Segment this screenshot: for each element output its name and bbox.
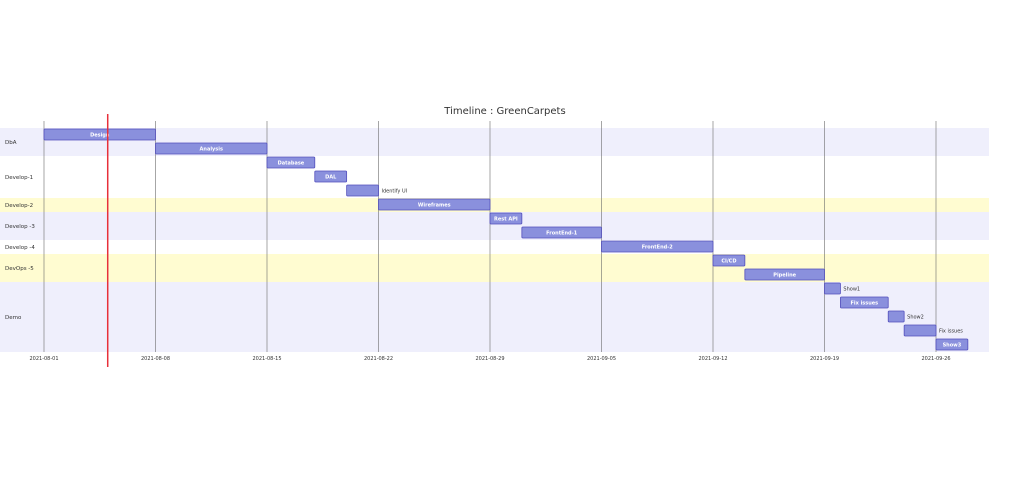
section-label: DbA — [5, 140, 17, 146]
task-label: Identify UI — [382, 189, 408, 195]
section-label: Develop-1 — [5, 175, 33, 181]
task-label: Analysis — [200, 147, 223, 153]
task-label: Design — [90, 133, 110, 139]
section-label: Develop -4 — [5, 245, 35, 251]
tick-label: 2021-08-08 — [141, 356, 170, 362]
task-bar — [521, 226, 602, 239]
section-band — [0, 156, 989, 198]
x-axis-ticks: 2021-08-01 2021-08-08 2021-08-15 2021-08-22… — [29, 356, 950, 362]
tick-label: 2021-09-19 — [810, 356, 839, 362]
tick-label: 2021-08-29 — [475, 356, 504, 362]
task-label: CI/CD — [721, 259, 736, 265]
task-bar — [824, 282, 841, 295]
task-bar — [43, 128, 156, 141]
task-bar — [266, 156, 316, 169]
section-label: Develop-2 — [5, 203, 33, 209]
tick-label: 2021-08-22 — [364, 356, 393, 362]
task-label: Wireframes — [418, 203, 451, 209]
task-label: Database — [278, 161, 305, 167]
task-bar — [712, 254, 746, 267]
tick-label: 2021-09-05 — [587, 356, 616, 362]
tick-label: 2021-08-15 — [252, 356, 281, 362]
task-label: Show3 — [943, 343, 962, 349]
task-label: FrontEnd-1 — [546, 231, 578, 237]
chart-title: Timeline : GreenCarpets — [443, 106, 565, 117]
section-bands: DbA Develop-1 Develop-2 Develop -3 Develop -… — [0, 128, 989, 352]
task-bar — [346, 184, 379, 197]
section-band — [0, 198, 989, 212]
task-bars: Design Analysis Database DAL Identify UI Wire… — [43, 128, 969, 351]
task-bar — [378, 198, 491, 211]
task-bar — [903, 324, 937, 337]
task-bar — [744, 268, 825, 281]
task-label: Rest API — [494, 217, 518, 223]
task-label: Fix issues — [939, 329, 963, 335]
tick-label: 2021-09-12 — [698, 356, 727, 362]
task-label: Show2 — [907, 315, 924, 321]
task-label: Pipeline — [773, 273, 796, 279]
task-label: Show1 — [843, 287, 860, 293]
task-bar — [840, 296, 889, 309]
section-band — [0, 282, 989, 352]
task-bar — [935, 338, 969, 351]
task-label: Fix issues — [850, 301, 878, 307]
tick-label: 2021-08-01 — [29, 356, 58, 362]
task-label: FrontEnd-2 — [642, 245, 674, 251]
section-band — [0, 240, 989, 254]
task-bar — [314, 170, 348, 183]
section-label: Demo — [5, 315, 22, 321]
task-bar — [601, 240, 714, 253]
section-label: Develop -3 — [5, 224, 35, 230]
task-bar — [155, 142, 268, 155]
section-label: DevOps -5 — [5, 266, 34, 272]
section-band — [0, 254, 989, 282]
task-bar — [489, 212, 523, 225]
task-bar — [887, 310, 905, 323]
tick-label: 2021-09-26 — [921, 356, 950, 362]
task-label: DAL — [325, 175, 337, 181]
